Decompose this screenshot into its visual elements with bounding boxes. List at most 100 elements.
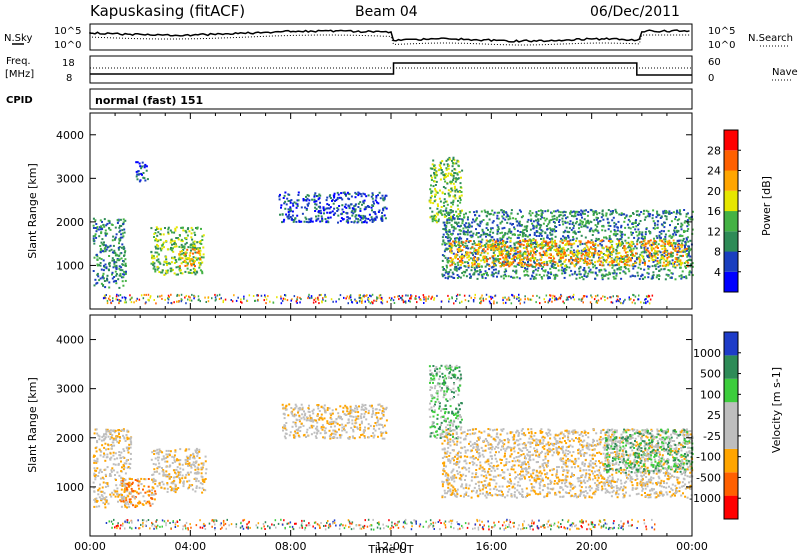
station-title: Kapuskasing (fitACF) — [90, 2, 245, 20]
power-cell — [115, 233, 118, 236]
velocity-cell — [138, 500, 141, 503]
power-cell — [559, 260, 562, 263]
velocity-cell — [123, 450, 126, 452]
power-cell — [573, 259, 576, 262]
power-cell — [267, 295, 269, 298]
power-cell — [686, 230, 689, 232]
power-cell — [383, 198, 386, 201]
velocity-cell — [118, 429, 121, 431]
velocity-cell — [104, 442, 107, 445]
velocity-cell — [102, 435, 105, 437]
power-cell — [618, 244, 621, 247]
power-cell — [605, 254, 608, 257]
power-cell — [179, 269, 182, 272]
power-cell — [504, 242, 507, 245]
power-cell — [591, 271, 594, 274]
power-cell — [123, 228, 126, 231]
power-cell — [104, 286, 107, 289]
power-cell — [501, 245, 504, 248]
power-cell — [369, 302, 372, 305]
power-cell — [558, 260, 561, 263]
velocity-cell — [165, 449, 168, 452]
power-cell — [519, 241, 522, 244]
power-cell — [587, 266, 590, 269]
power-cell — [553, 214, 556, 217]
power-cell — [649, 213, 652, 216]
power-cell — [143, 165, 146, 168]
power-cell — [492, 261, 495, 264]
power-cell — [173, 256, 176, 259]
power-cell — [439, 189, 441, 192]
power-cell — [646, 247, 649, 250]
power-cell — [464, 253, 467, 256]
power-cell — [461, 300, 463, 303]
power-cell — [507, 262, 510, 265]
power-cell — [680, 274, 683, 277]
power-cell — [110, 302, 113, 305]
power-cell — [150, 227, 153, 230]
power-cell — [573, 214, 576, 217]
power-cell — [537, 267, 540, 270]
power-cell — [170, 269, 173, 272]
velocity-cell — [122, 498, 125, 501]
power-cell — [485, 298, 487, 301]
power-cell — [568, 227, 571, 230]
power-cell — [444, 227, 447, 230]
power-cell — [536, 269, 539, 272]
power-cell — [185, 258, 188, 261]
power-cell — [675, 233, 677, 236]
velocity-cell — [129, 458, 132, 461]
power-cell — [434, 184, 437, 186]
power-cell — [484, 277, 487, 280]
power-cell — [153, 299, 155, 301]
power-cell — [173, 301, 175, 304]
power-cell — [470, 230, 473, 233]
power-cell — [560, 253, 563, 256]
power-cell — [554, 261, 557, 264]
power-cell — [418, 296, 420, 299]
power-cell — [468, 223, 471, 226]
power-cell — [634, 260, 636, 263]
power-cell — [685, 266, 687, 269]
power-cell — [457, 165, 460, 168]
velocity-cell — [176, 488, 178, 491]
power-cell — [518, 277, 521, 280]
power-cell — [642, 244, 645, 247]
power-cell — [513, 296, 516, 299]
power-cell — [545, 249, 548, 252]
power-cell — [498, 250, 501, 253]
power-cell — [494, 257, 497, 260]
power-cell — [113, 261, 116, 263]
power-cell — [649, 298, 652, 301]
velocity-cell — [112, 469, 115, 472]
power-cell — [445, 159, 448, 162]
velocity-cell — [142, 495, 145, 498]
power-cell — [327, 207, 330, 210]
power-cell — [615, 223, 618, 226]
velocity-cell — [147, 478, 150, 480]
power-cell — [475, 252, 477, 255]
velocity-cell — [105, 496, 108, 499]
power-cell — [522, 265, 525, 268]
power-cell — [538, 227, 541, 230]
power-cell — [448, 229, 451, 231]
power-cell — [609, 213, 612, 216]
power-cell — [584, 242, 587, 245]
power-cell — [374, 211, 376, 214]
power-cell — [664, 238, 667, 241]
power-cell — [461, 169, 464, 172]
power-cell — [430, 195, 433, 198]
power-cell — [434, 176, 437, 179]
power-cell — [606, 273, 609, 276]
power-cell — [572, 215, 575, 218]
power-cell — [580, 254, 583, 257]
power-cell — [349, 294, 352, 297]
power-cell — [553, 257, 556, 260]
power-cell — [597, 221, 600, 224]
power-cell — [680, 277, 683, 280]
velocity-cell — [96, 440, 98, 443]
velocity-cell — [128, 485, 130, 488]
power-cell — [199, 252, 202, 255]
power-cell — [185, 302, 187, 305]
power-cell — [494, 294, 497, 297]
